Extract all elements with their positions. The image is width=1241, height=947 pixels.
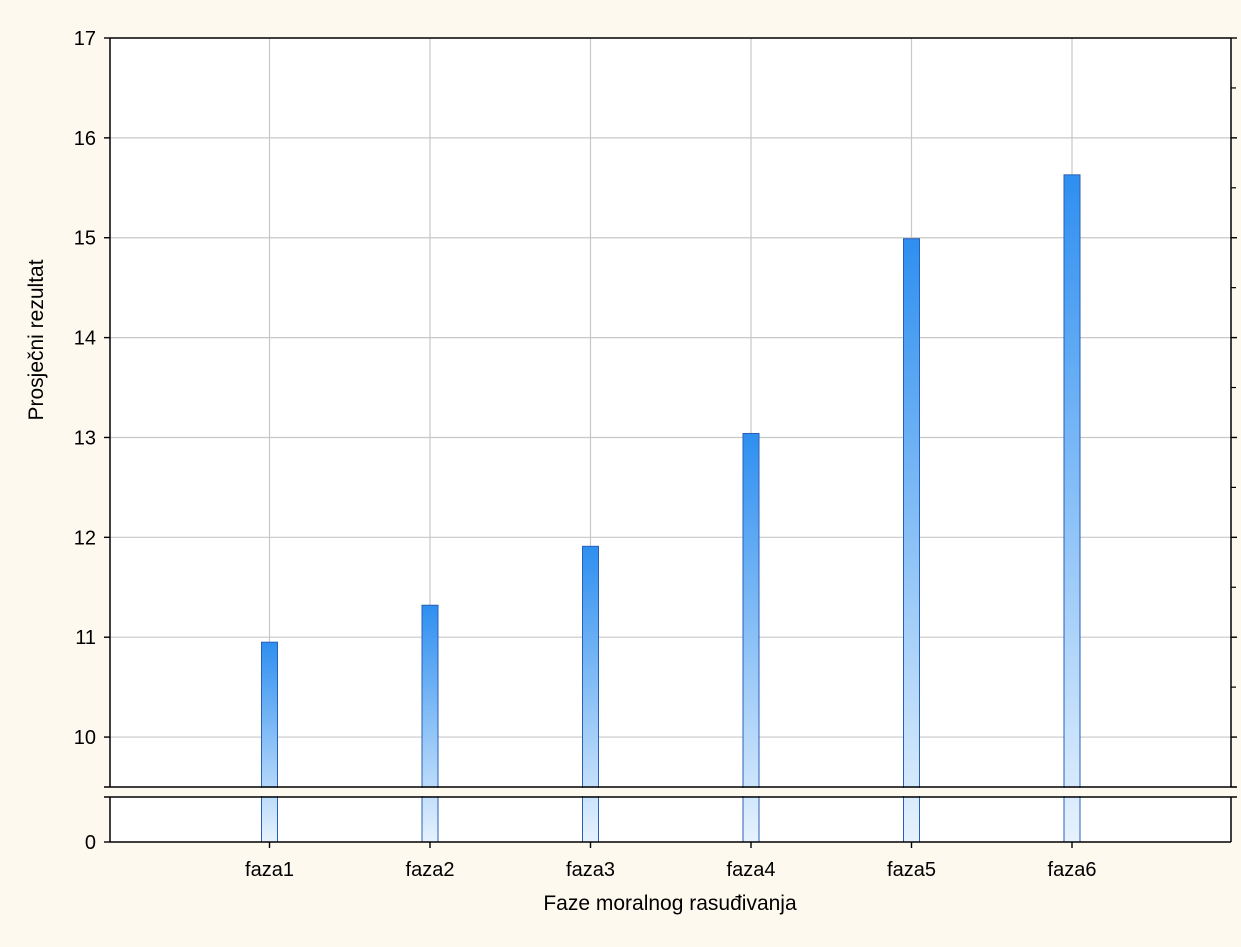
axis-break-band [102, 788, 1239, 796]
bars [261, 174, 1081, 843]
bar-faza6 [1063, 174, 1081, 843]
y-tick-label: 0 [85, 832, 96, 854]
bar-faza1 [261, 641, 278, 843]
y-tick-label: 13 [74, 427, 96, 449]
bar-faza5 [903, 238, 920, 843]
x-axis-title: Faze moralnog rasuđivanja [543, 892, 797, 915]
y-tick-label: 15 [74, 228, 96, 250]
y-tick-label: 17 [74, 28, 96, 50]
y-tick-label: 12 [74, 527, 96, 549]
y-tick-label: 11 [75, 627, 96, 649]
tick-labels: 17 16 15 14 13 12 11 10 0 faza1 faza2 faza3 faza4 faz… [74, 28, 1097, 881]
x-tick-label-faza6: faza6 [1048, 859, 1097, 881]
bar-faza4 [742, 432, 760, 843]
y-tick-label: 10 [74, 727, 96, 749]
x-tick-label-faza2: faza2 [406, 859, 455, 881]
x-tick-label-faza5: faza5 [887, 859, 936, 881]
x-tick-label-faza4: faza4 [727, 859, 776, 881]
plot-area [110, 38, 1231, 842]
y-axis-title: Prosječni rezultat [25, 259, 48, 420]
x-tick-label-faza3: faza3 [566, 859, 615, 881]
axes [102, 37, 1239, 848]
y-tick-label: 14 [74, 328, 96, 350]
x-tick-label-faza1: faza1 [245, 859, 294, 881]
y-tick-label: 16 [74, 128, 96, 150]
bar-faza2 [421, 604, 439, 843]
